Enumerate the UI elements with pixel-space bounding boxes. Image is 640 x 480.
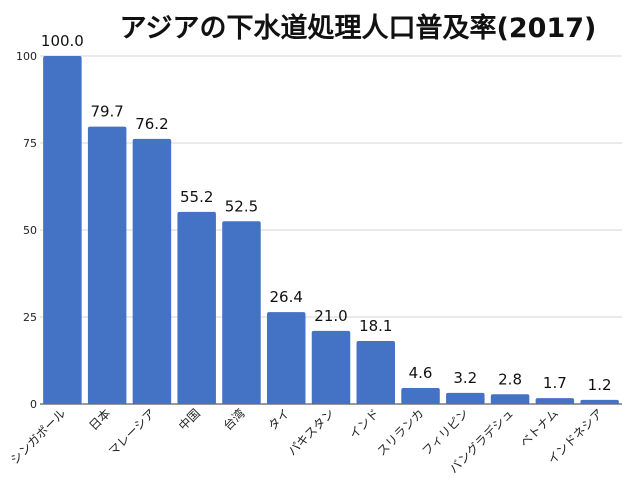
y-tick-label: 0 [30, 398, 37, 411]
x-tick-label: 日本 [86, 406, 113, 433]
bar [580, 399, 619, 404]
data-labels: 100.0 79.7 76.2 55.2 52.5 26.4 21.0 18.1 4.6 3.2 2… [41, 32, 612, 394]
x-tick-label: 台湾 [220, 406, 248, 434]
bar [43, 56, 82, 404]
x-tick-label: タイ [265, 406, 292, 433]
data-label: 26.4 [270, 288, 303, 306]
data-label: 76.2 [135, 115, 168, 133]
bars [43, 56, 619, 405]
bar [87, 126, 127, 405]
y-tick-label: 100 [16, 50, 37, 63]
data-label: 2.8 [498, 370, 522, 388]
data-label: 3.2 [453, 369, 477, 387]
chart-title: アジアの下水道処理人口普及率(2017) [120, 12, 597, 44]
x-tick-label: ベトナム [517, 406, 561, 450]
x-tick-label: スリランカ [374, 406, 426, 458]
data-label: 1.7 [543, 374, 567, 392]
x-tick-label: 中国 [175, 406, 203, 434]
bar [446, 392, 485, 404]
y-axis-ticks: 0 25 50 75 100 [16, 50, 37, 411]
bar [222, 221, 261, 404]
x-tick-label: マレーシア [106, 406, 158, 458]
bar [535, 398, 575, 404]
data-label: 21.0 [314, 307, 347, 325]
data-label: 4.6 [409, 364, 433, 382]
bar [311, 330, 351, 404]
data-label: 100.0 [41, 32, 84, 50]
x-tick-label: インド [347, 406, 382, 441]
data-label: 79.7 [90, 103, 123, 121]
bar [266, 312, 306, 404]
data-label: 55.2 [180, 188, 213, 206]
y-tick-label: 75 [23, 137, 37, 150]
bar [356, 341, 396, 404]
data-label: 52.5 [225, 197, 258, 215]
bar [177, 211, 216, 404]
y-tick-label: 50 [23, 224, 37, 237]
x-tick-label: パキスタン [285, 406, 337, 458]
data-label: 1.2 [588, 376, 612, 394]
bar [401, 387, 440, 404]
bar [132, 138, 172, 404]
data-label: 18.1 [359, 317, 392, 335]
y-tick-label: 25 [23, 311, 37, 324]
bar [490, 394, 530, 404]
x-tick-label: シンガポール [8, 406, 69, 467]
